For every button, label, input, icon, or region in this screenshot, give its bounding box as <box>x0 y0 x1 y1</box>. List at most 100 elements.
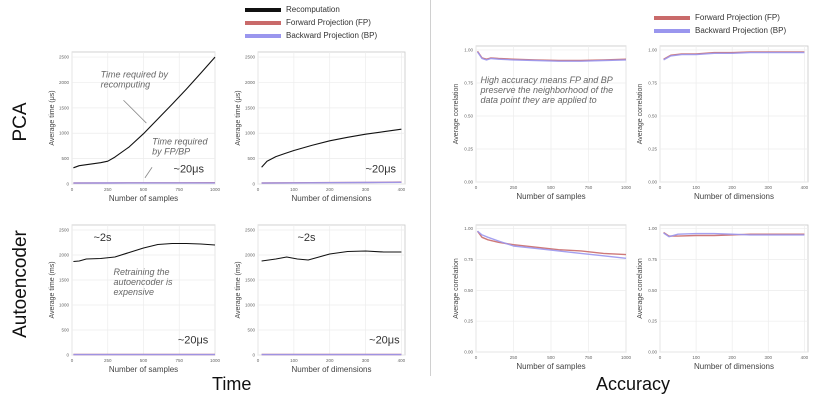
x-tick-label: 750 <box>585 185 593 190</box>
chart-ae-time-dims: 0 100 200 300 400 0 500 1000 1500 2000 2500 Number … <box>235 224 406 374</box>
legend-swatch-bp <box>654 28 690 33</box>
x-tick-label: 1000 <box>210 187 221 192</box>
legend-swatch-fp <box>654 15 690 20</box>
annotation-text: Time required by <box>101 69 169 79</box>
annotation-text: Time required <box>152 136 208 146</box>
y-tick-label: 0 <box>66 182 69 187</box>
x-axis-label: Number of samples <box>516 362 585 371</box>
x-tick-label: 250 <box>104 358 112 363</box>
x-tick-label: 250 <box>510 185 518 190</box>
x-tick-label: 0 <box>475 355 478 360</box>
section-divider <box>430 0 431 376</box>
y-axis-label: Average time (μs) <box>49 90 56 145</box>
y-tick-label: 0.25 <box>648 146 657 151</box>
y-axis-label: Average time (ms) <box>235 261 242 318</box>
chart-ae-acc-dims: 0 100 200 300 400 0.00 0.25 0.50 0.75 1.00 Number … <box>637 224 809 371</box>
y-tick-label: 0.25 <box>648 319 657 324</box>
y-tick-label: 1.00 <box>464 226 473 231</box>
x-tick-label: 0 <box>257 187 260 192</box>
y-tick-label: 0.75 <box>648 80 657 85</box>
x-axis-label: Number of samples <box>516 192 585 201</box>
series-line-backward-projection-bp <box>663 232 805 238</box>
y-tick-label: 0.75 <box>648 257 657 262</box>
annotation-text: ~20μs <box>369 335 400 347</box>
x-tick-label: 0 <box>659 355 662 360</box>
y-tick-label: 0.50 <box>464 113 473 118</box>
y-tick-label: 0.25 <box>464 319 473 324</box>
section-title-time: Time <box>212 374 252 394</box>
annotation-text: recomputing <box>101 79 151 89</box>
series-line-recomputation <box>73 242 216 263</box>
x-tick-label: 0 <box>71 187 74 192</box>
chart-ae-acc-samples: 0 250 500 750 1000 0.00 0.25 0.50 0.75 1.00 Number… <box>453 224 632 371</box>
x-tick-label: 400 <box>801 355 809 360</box>
y-axis-label: Average correlation <box>637 84 644 145</box>
x-tick-label: 400 <box>398 358 406 363</box>
legend-item-recomputation: Recomputation <box>245 3 377 16</box>
x-tick-label: 1000 <box>621 355 632 360</box>
x-tick-label: 500 <box>547 185 555 190</box>
y-tick-label: 0.25 <box>464 146 473 151</box>
x-axis-label: Number of samples <box>109 194 178 203</box>
y-tick-label: 2000 <box>245 253 256 258</box>
y-tick-label: 1000 <box>245 131 256 136</box>
x-tick-label: 0 <box>71 358 74 363</box>
legend-swatch-recomputation <box>245 7 281 12</box>
y-axis-label: Average time (ms) <box>49 261 56 318</box>
annotation-text: ~20μs <box>366 163 397 175</box>
x-tick-label: 500 <box>140 358 148 363</box>
legend-swatch-bp <box>245 33 281 38</box>
y-tick-label: 2500 <box>245 228 256 233</box>
y-tick-label: 0 <box>252 353 255 358</box>
y-tick-label: 0.50 <box>648 113 657 118</box>
legend-accuracy: Forward Projection (FP) Backward Project… <box>654 11 786 37</box>
x-tick-label: 200 <box>326 187 334 192</box>
annotation-text: expensive <box>113 287 154 297</box>
annotation-text: High accuracy means FP and BP <box>481 75 613 85</box>
series-line-backward-projection-bp <box>663 51 805 61</box>
x-tick-label: 100 <box>692 355 700 360</box>
series-line-recomputation <box>261 128 402 168</box>
y-tick-label: 1500 <box>59 278 70 283</box>
x-axis-label: Number of samples <box>109 365 178 374</box>
x-tick-label: 300 <box>362 358 370 363</box>
y-tick-label: 1500 <box>245 278 256 283</box>
y-tick-label: 0.50 <box>464 288 473 293</box>
x-tick-label: 400 <box>801 185 809 190</box>
y-tick-label: 500 <box>247 156 255 161</box>
x-axis-label: Number of dimensions <box>694 362 774 371</box>
y-tick-label: 2500 <box>59 228 70 233</box>
legend-label-fp: Forward Projection (FP) <box>695 13 780 22</box>
annotation-arrow <box>123 99 147 124</box>
y-tick-label: 1.00 <box>648 47 657 52</box>
y-tick-label: 2000 <box>59 80 70 85</box>
y-tick-label: 1.00 <box>464 47 473 52</box>
legend-item-bp: Backward Projection (BP) <box>245 29 377 42</box>
y-tick-label: 2500 <box>245 55 256 60</box>
series-line-backward-projection-bp <box>477 230 627 259</box>
legend-label-bp: Backward Projection (BP) <box>286 31 378 40</box>
x-tick-label: 500 <box>547 355 555 360</box>
x-tick-label: 500 <box>140 187 148 192</box>
legend-item-fp: Forward Projection (FP) <box>654 11 786 24</box>
y-tick-label: 500 <box>61 156 69 161</box>
annotation-arrow <box>144 167 153 179</box>
x-axis-label: Number of dimensions <box>291 365 371 374</box>
series-line-backward-projection-bp <box>261 181 402 184</box>
y-tick-label: 0.00 <box>464 180 473 185</box>
series-line-forward-projection-fp <box>476 230 627 256</box>
x-tick-label: 750 <box>585 355 593 360</box>
x-tick-label: 1000 <box>621 185 632 190</box>
x-tick-label: 100 <box>290 187 298 192</box>
legend-label-bp: Backward Projection (BP) <box>695 26 787 35</box>
chart-pca-time-dims: 0 100 200 300 400 0 500 1000 1500 2000 2500 Number … <box>235 51 406 203</box>
x-tick-label: 200 <box>728 355 736 360</box>
chart-pca-time-samples: 0 250 500 750 1000 0 500 1000 1500 2000 2500 Number… <box>49 51 221 203</box>
y-axis-label: Average correlation <box>453 258 460 319</box>
y-tick-label: 0 <box>66 353 69 358</box>
y-tick-label: 0.00 <box>648 180 657 185</box>
y-axis-label: Average correlation <box>453 84 460 145</box>
y-tick-label: 0.75 <box>464 257 473 262</box>
annotation-text: autoencoder is <box>113 277 173 287</box>
